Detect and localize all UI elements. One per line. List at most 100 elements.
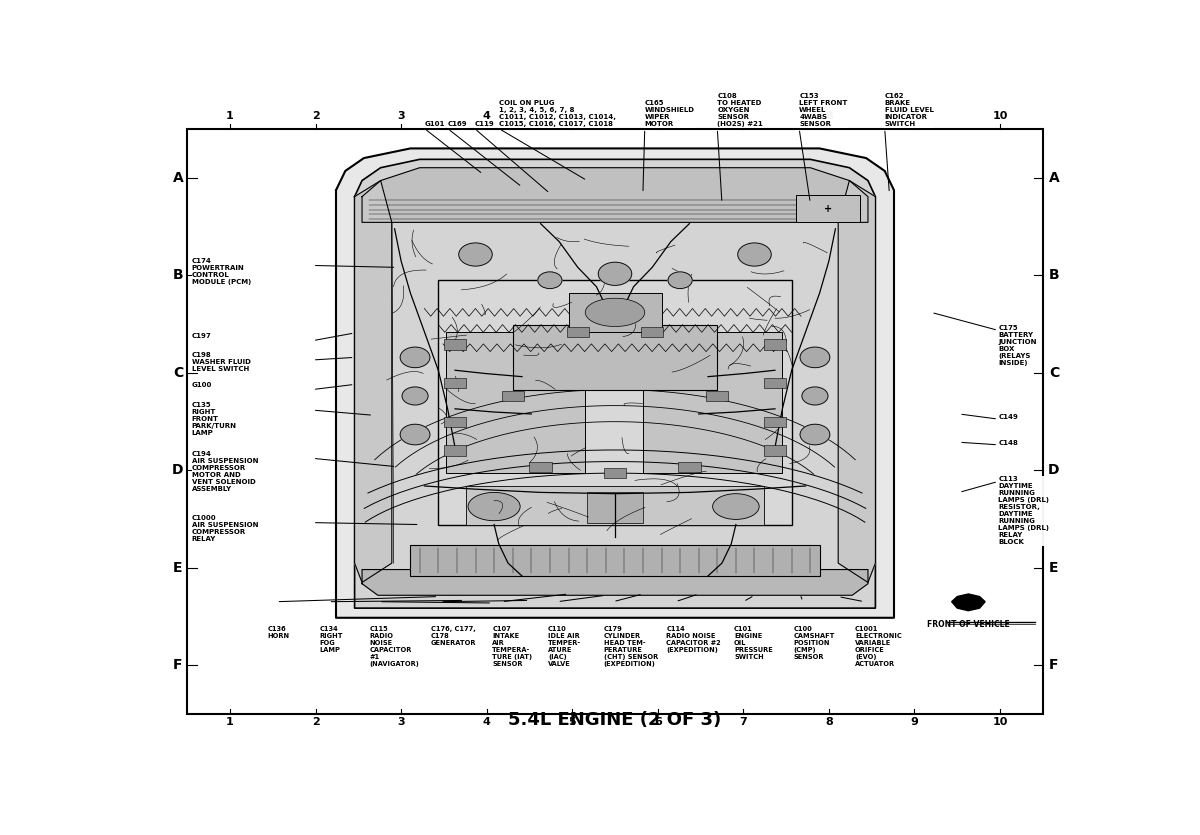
Text: C113
DAYTIME
RUNNING
LAMPS (DRL)
RESISTOR,
DAYTIME
RUNNING
LAMPS (DRL)
RELAY
BLO: C113 DAYTIME RUNNING LAMPS (DRL) RESISTO… — [998, 476, 1049, 545]
Text: 9: 9 — [911, 717, 918, 727]
Text: C169: C169 — [448, 121, 467, 127]
Circle shape — [800, 424, 830, 445]
Text: D: D — [1049, 463, 1060, 478]
Bar — [604, 468, 626, 478]
Ellipse shape — [713, 493, 760, 519]
Text: C: C — [1049, 366, 1060, 380]
Circle shape — [400, 347, 430, 367]
Circle shape — [802, 387, 828, 405]
Bar — [569, 293, 661, 331]
Bar — [764, 378, 786, 388]
Circle shape — [400, 424, 430, 445]
Circle shape — [738, 243, 772, 266]
Text: A: A — [1049, 171, 1060, 185]
Text: FRONT OF VEHICLE: FRONT OF VEHICLE — [928, 620, 1009, 629]
Circle shape — [538, 272, 562, 289]
Text: 3: 3 — [397, 111, 404, 121]
Bar — [706, 391, 728, 401]
Bar — [764, 445, 786, 456]
Text: C108
TO HEATED
OXYGEN
SENSOR
(HO2S) #21: C108 TO HEATED OXYGEN SENSOR (HO2S) #21 — [718, 94, 763, 127]
Text: C162
BRAKE
FLUID LEVEL
INDICATOR
SWITCH: C162 BRAKE FLUID LEVEL INDICATOR SWITCH — [884, 94, 934, 127]
Bar — [512, 326, 718, 389]
Text: F: F — [1049, 659, 1058, 672]
Text: E: E — [173, 561, 182, 575]
Text: 4: 4 — [482, 111, 491, 121]
Polygon shape — [839, 180, 876, 583]
Bar — [410, 545, 820, 576]
Bar — [641, 326, 664, 337]
Text: C115
RADIO
NOISE
CAPACITOR
#1
(NAVIGATOR): C115 RADIO NOISE CAPACITOR #1 (NAVIGATOR… — [370, 626, 419, 667]
Text: C1000
AIR SUSPENSION
COMPRESSOR
RELAY: C1000 AIR SUSPENSION COMPRESSOR RELAY — [192, 515, 258, 542]
Text: D: D — [172, 463, 184, 478]
Bar — [445, 331, 586, 473]
Text: C134
RIGHT
FOG
LAMP: C134 RIGHT FOG LAMP — [319, 626, 343, 653]
Text: C176, C177,
C178
GENERATOR: C176, C177, C178 GENERATOR — [431, 626, 476, 646]
Text: 10: 10 — [992, 717, 1008, 727]
Text: C149: C149 — [998, 414, 1018, 420]
Text: G100: G100 — [192, 382, 212, 387]
Text: 7: 7 — [739, 717, 748, 727]
Text: C165
WINDSHIELD
WIPER
MOTOR: C165 WINDSHIELD WIPER MOTOR — [644, 100, 695, 127]
Bar — [529, 462, 552, 472]
Text: 8: 8 — [826, 717, 833, 727]
Circle shape — [599, 262, 631, 286]
Text: 2: 2 — [312, 717, 319, 727]
Bar — [502, 391, 524, 401]
Text: C100
CAMSHAFT
POSITION
(CMP)
SENSOR: C100 CAMSHAFT POSITION (CMP) SENSOR — [793, 626, 835, 660]
Bar — [444, 378, 467, 388]
Text: C136
HORN: C136 HORN — [268, 626, 289, 639]
Text: +: + — [824, 204, 832, 214]
Text: 10: 10 — [992, 111, 1008, 121]
Text: 7: 7 — [739, 111, 748, 121]
Bar — [444, 417, 467, 427]
Text: C198
WASHER FLUID
LEVEL SWITCH: C198 WASHER FLUID LEVEL SWITCH — [192, 352, 251, 372]
Polygon shape — [336, 149, 894, 618]
Bar — [643, 331, 782, 473]
Polygon shape — [355, 159, 876, 608]
Text: C: C — [173, 366, 184, 380]
Text: 6: 6 — [654, 717, 661, 727]
Text: 6: 6 — [654, 111, 661, 121]
Bar — [438, 281, 792, 524]
Text: C1001
ELECTRONIC
VARIABLE
ORIFICE
(EVO)
ACTUATOR: C1001 ELECTRONIC VARIABLE ORIFICE (EVO) … — [854, 626, 901, 667]
Bar — [444, 445, 467, 456]
Polygon shape — [355, 180, 391, 583]
Text: B: B — [173, 268, 184, 282]
Text: C153
LEFT FRONT
WHEEL
4WABS
SENSOR: C153 LEFT FRONT WHEEL 4WABS SENSOR — [799, 94, 847, 127]
Text: C110
IDLE AIR
TEMPER-
ATURE
(IAC)
VALVE: C110 IDLE AIR TEMPER- ATURE (IAC) VALVE — [548, 626, 581, 667]
Circle shape — [668, 272, 692, 289]
Text: C197: C197 — [192, 333, 211, 339]
Text: 5.4L ENGINE (2 OF 3): 5.4L ENGINE (2 OF 3) — [509, 711, 721, 729]
Text: G101: G101 — [425, 121, 445, 127]
Text: C114
RADIO NOISE
CAPACITOR #2
(EXPEDITION): C114 RADIO NOISE CAPACITOR #2 (EXPEDITIO… — [666, 626, 721, 653]
Bar — [467, 486, 764, 524]
Text: 1: 1 — [226, 717, 234, 727]
Text: C148: C148 — [998, 440, 1018, 446]
Text: COIL ON PLUG
1, 2, 3, 4, 5, 6, 7, 8
C1011, C1012, C1013, C1014,
C1015, C1016, C1: COIL ON PLUG 1, 2, 3, 4, 5, 6, 7, 8 C101… — [499, 100, 616, 127]
Circle shape — [800, 347, 830, 367]
Bar — [587, 493, 643, 524]
Text: C119: C119 — [474, 121, 494, 127]
Polygon shape — [952, 594, 985, 610]
Text: B: B — [1049, 268, 1060, 282]
Polygon shape — [362, 569, 868, 595]
Ellipse shape — [468, 493, 520, 521]
Circle shape — [402, 387, 428, 405]
Bar — [764, 339, 786, 350]
Text: C174
POWERTRAIN
CONTROL
MODULE (PCM): C174 POWERTRAIN CONTROL MODULE (PCM) — [192, 258, 251, 285]
Bar — [566, 326, 589, 337]
Text: C107
INTAKE
AIR
TEMPERA-
TURE (IAT)
SENSOR: C107 INTAKE AIR TEMPERA- TURE (IAT) SENS… — [492, 626, 533, 667]
Text: 8: 8 — [826, 111, 833, 121]
Text: E: E — [1049, 561, 1058, 575]
Text: C175
BATTERY
JUNCTION
BOX
(RELAYS
INSIDE): C175 BATTERY JUNCTION BOX (RELAYS INSIDE… — [998, 326, 1037, 367]
Polygon shape — [362, 168, 868, 222]
Text: 5: 5 — [569, 717, 576, 727]
Bar — [678, 462, 701, 472]
Text: A: A — [173, 171, 184, 185]
Ellipse shape — [586, 298, 644, 326]
Text: 1: 1 — [226, 111, 234, 121]
Bar — [444, 339, 467, 350]
Text: C194
AIR SUSPENSION
COMPRESSOR
MOTOR AND
VENT SOLENOID
ASSEMBLY: C194 AIR SUSPENSION COMPRESSOR MOTOR AND… — [192, 451, 258, 492]
Circle shape — [458, 243, 492, 266]
Text: 3: 3 — [397, 717, 404, 727]
